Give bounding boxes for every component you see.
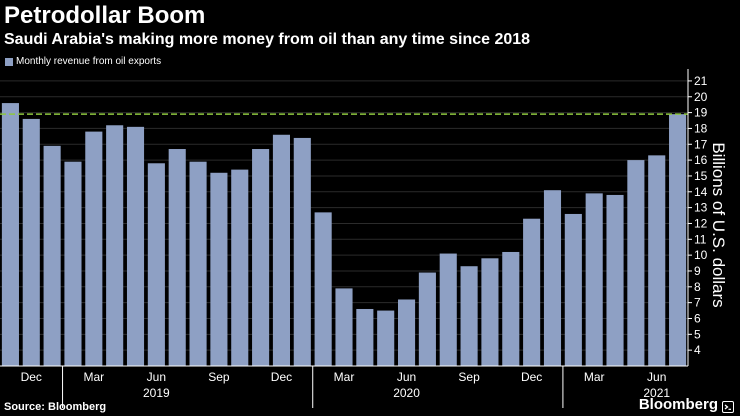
- bar-5: [106, 125, 124, 366]
- bar-12: [252, 149, 270, 366]
- year-label-1: 2020: [393, 386, 420, 400]
- y-tick-label-3: 7: [694, 296, 701, 310]
- y-tick-label-0: 4: [694, 343, 701, 357]
- bar-25: [523, 218, 541, 366]
- y-tick-label-17: 21: [694, 74, 708, 88]
- y-tick-label-10: 14: [694, 185, 708, 199]
- legend: Monthly revenue from oil exports: [5, 54, 161, 69]
- terminal-icon: [722, 401, 734, 413]
- bar-9: [189, 161, 207, 366]
- x-tick-label-9: Mar: [584, 370, 605, 384]
- bar-4: [85, 131, 103, 366]
- bar-20: [418, 272, 436, 366]
- x-tick-label-7: Sep: [458, 370, 480, 384]
- bar-17: [356, 308, 374, 366]
- y-tick-label-9: 13: [694, 201, 708, 215]
- bar-11: [231, 169, 249, 366]
- bar-30: [627, 160, 645, 366]
- y-tick-label-12: 16: [694, 153, 708, 167]
- x-tick-label-2: Jun: [147, 370, 166, 384]
- bar-3: [64, 161, 82, 366]
- bar-23: [481, 258, 499, 366]
- bar-16: [335, 288, 353, 366]
- y-tick-label-6: 10: [694, 248, 708, 262]
- x-tick-label-10: Jun: [647, 370, 666, 384]
- bar-10: [210, 172, 228, 366]
- y-tick-label-15: 19: [694, 106, 708, 120]
- bar-1: [22, 118, 40, 366]
- x-tick-label-4: Dec: [271, 370, 292, 384]
- source-note: Source: Bloomberg: [4, 401, 107, 413]
- bar-31: [648, 155, 666, 366]
- legend-swatch: [5, 57, 13, 66]
- bar-7: [147, 163, 165, 366]
- bar-8: [168, 149, 186, 366]
- bar-29: [606, 194, 624, 366]
- x-tick-label-0: Dec: [21, 370, 42, 384]
- year-label-2: 2021: [643, 386, 670, 400]
- brand-logo-text: Bloomberg: [638, 396, 718, 413]
- bar-26: [543, 190, 562, 366]
- x-tick-label-5: Mar: [334, 370, 355, 384]
- y-tick-label-11: 15: [694, 169, 708, 183]
- x-tick-label-6: Jun: [397, 370, 416, 384]
- y-tick-label-1: 5: [694, 327, 701, 341]
- bar-6: [126, 126, 145, 366]
- bar-27: [564, 213, 582, 366]
- bar-28: [585, 193, 603, 366]
- bar-14: [293, 137, 311, 366]
- bar-15: [314, 212, 332, 366]
- y-tick-label-7: 11: [694, 232, 707, 246]
- y-tick-label-2: 6: [694, 311, 701, 325]
- x-tick-label-8: Dec: [521, 370, 542, 384]
- y-tick-label-5: 9: [694, 264, 701, 278]
- bar-2: [43, 145, 61, 366]
- y-tick-label-8: 12: [694, 216, 708, 230]
- y-axis-label: Billions of U.S. dollars: [709, 142, 728, 308]
- x-tick-label-3: Sep: [208, 370, 230, 384]
- bar-19: [397, 299, 416, 366]
- y-tick-label-13: 17: [694, 137, 708, 151]
- legend-label: Monthly revenue from oil exports: [16, 56, 162, 67]
- bar-32: [669, 114, 687, 366]
- chart-subtitle: Saudi Arabia's making more money from oi…: [4, 31, 531, 48]
- y-tick-label-4: 8: [694, 280, 701, 294]
- x-tick-label-1: Mar: [83, 370, 104, 384]
- bar-21: [439, 253, 457, 366]
- bar-0: [1, 103, 19, 366]
- y-tick-label-14: 18: [694, 121, 708, 135]
- bar-22: [460, 266, 478, 366]
- bar-13: [272, 134, 291, 366]
- bar-18: [377, 310, 395, 366]
- year-label-0: 2019: [143, 386, 170, 400]
- y-tick-label-16: 20: [694, 90, 708, 104]
- bar-24: [502, 251, 520, 366]
- chart-title: Petrodollar Boom: [4, 2, 206, 29]
